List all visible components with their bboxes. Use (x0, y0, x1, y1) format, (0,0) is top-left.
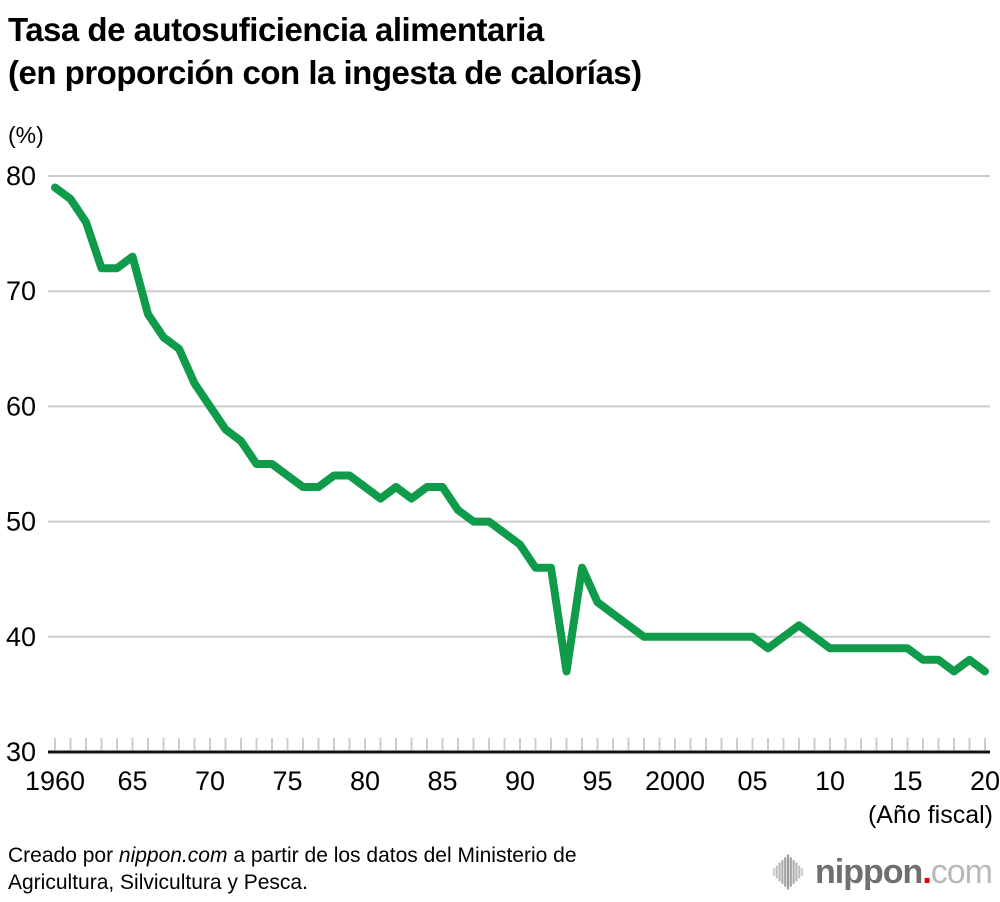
x-tick-label-1985: 85 (427, 766, 457, 796)
x-tick-label-1980: 80 (350, 766, 380, 796)
x-tick-label-1975: 75 (272, 766, 302, 796)
x-tick-label-1965: 65 (117, 766, 147, 796)
x-tick-label-1990: 90 (505, 766, 535, 796)
x-tick-label-1995: 95 (582, 766, 612, 796)
x-tick-label-2005: 05 (737, 766, 767, 796)
credit-line2: Agricultura, Silvicultura y Pesca. (8, 871, 308, 894)
chart-title: Tasa de autosuficiencia alimentaria (en … (8, 8, 642, 94)
logo-wordmark: nippon.com (815, 852, 993, 892)
credit-source-name: nippon.com (118, 844, 228, 867)
nippon-com-logo: nippon.com (772, 850, 993, 894)
x-axis-caption: (Año fiscal) (867, 801, 993, 829)
x-tick-label-1960: 1960 (25, 766, 85, 796)
source-credit: Creado por nippon.com a partir de los da… (8, 842, 718, 896)
x-tick-label-2015: 15 (892, 766, 922, 796)
x-tick-label-2010: 10 (815, 766, 845, 796)
x-tick-label-1970: 70 (195, 766, 225, 796)
x-tick-label-2000: 2000 (645, 766, 705, 796)
self-sufficiency-line (51, 183, 989, 676)
y-tick-label-30: 30 (6, 737, 36, 767)
y-tick-label-40: 40 (6, 622, 36, 652)
waveform-icon (772, 854, 804, 890)
y-tick-label-70: 70 (6, 276, 36, 306)
chart-title-line1: Tasa de autosuficiencia alimentaria (8, 11, 544, 48)
y-tick-label-80: 80 (6, 161, 36, 191)
credit-suffix: a partir de los datos del Ministerio de (227, 844, 577, 867)
logo-text-com: com (930, 852, 993, 891)
y-tick-label-60: 60 (6, 391, 36, 421)
credit-prefix: Creado por (8, 844, 119, 867)
y-axis-unit-label: (%) (8, 122, 44, 148)
x-tick-label-2020: 20 (970, 766, 1000, 796)
logo-dot: . (922, 852, 932, 891)
logo-text-nippon: nippon (815, 852, 923, 891)
y-tick-label-50: 50 (6, 507, 36, 537)
chart-title-line2: (en proporción con la ingesta de caloría… (8, 54, 642, 91)
